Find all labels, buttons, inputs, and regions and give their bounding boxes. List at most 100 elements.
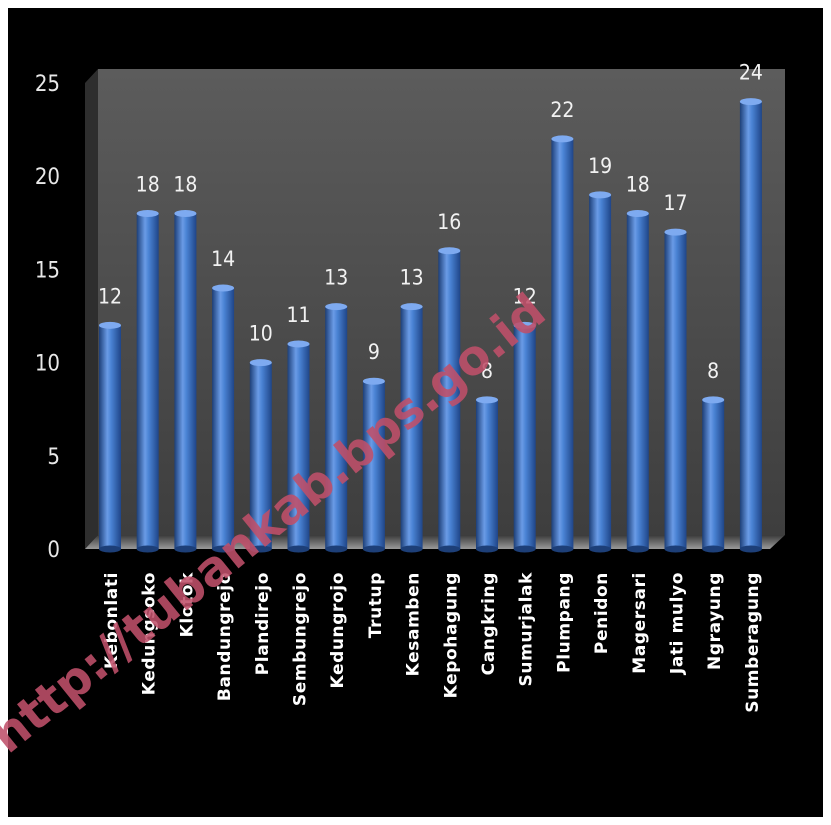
bar-body bbox=[212, 288, 235, 549]
x-tick-label: Plandirejo bbox=[253, 572, 273, 675]
x-tick-label: Plumpang bbox=[554, 572, 574, 673]
bars bbox=[99, 98, 762, 553]
bar-base bbox=[212, 545, 235, 553]
x-tick-label: Trutup bbox=[366, 572, 386, 638]
bar-body bbox=[438, 250, 461, 549]
bar-top bbox=[551, 135, 574, 143]
bar bbox=[174, 209, 197, 553]
data-label: 13 bbox=[324, 266, 348, 290]
bar bbox=[287, 340, 310, 553]
data-label: 12 bbox=[98, 284, 122, 308]
x-tick-label: Kesamben bbox=[404, 572, 424, 676]
x-tick-label: Cangkring bbox=[479, 572, 499, 675]
x-tick-label: Klotok bbox=[177, 572, 197, 637]
bar bbox=[589, 191, 612, 553]
plot-side-wall bbox=[85, 69, 98, 549]
x-tick-label: Sumurjalak bbox=[517, 572, 537, 687]
bar-body bbox=[513, 325, 536, 549]
bar-top bbox=[702, 396, 725, 404]
bar-top bbox=[664, 228, 687, 236]
x-axis: Kebonlati Kedungsoko Klotok Bandungrejo Plan… bbox=[102, 572, 763, 713]
bar-body bbox=[362, 381, 385, 549]
bar-body bbox=[249, 362, 272, 549]
data-label: 12 bbox=[513, 284, 537, 308]
bar-base bbox=[99, 545, 121, 553]
bar-base bbox=[551, 545, 574, 553]
bar bbox=[99, 321, 121, 553]
bar-top bbox=[626, 209, 649, 217]
bar-body bbox=[664, 232, 687, 549]
data-label: 11 bbox=[286, 303, 310, 327]
bar-top bbox=[400, 303, 423, 311]
x-tick-label: Ngrayung bbox=[705, 572, 725, 670]
y-tick-label: 5 bbox=[47, 445, 60, 470]
bar-body bbox=[589, 194, 612, 549]
x-tick-label: Sembungrejo bbox=[291, 572, 311, 706]
bar bbox=[664, 228, 687, 553]
y-tick-label: 0 bbox=[47, 538, 60, 563]
bar-top bbox=[325, 303, 348, 311]
bar bbox=[362, 377, 385, 553]
bar bbox=[325, 303, 348, 553]
data-label: 9 bbox=[368, 340, 380, 364]
x-tick-label: Penidon bbox=[592, 572, 612, 654]
data-label: 16 bbox=[437, 210, 461, 234]
bar bbox=[249, 359, 272, 553]
bar bbox=[400, 303, 423, 553]
bar-body bbox=[702, 399, 725, 549]
x-tick-label: Bandungrejo bbox=[215, 572, 235, 701]
bar-body bbox=[551, 138, 574, 550]
y-tick-label: 10 bbox=[35, 352, 60, 377]
bar bbox=[551, 135, 574, 553]
bar bbox=[438, 247, 461, 553]
bar bbox=[702, 396, 725, 553]
bar-base bbox=[362, 545, 385, 553]
data-label: 19 bbox=[588, 154, 612, 178]
bar-top bbox=[476, 396, 498, 404]
data-label: 18 bbox=[136, 172, 160, 196]
data-label: 8 bbox=[481, 359, 493, 383]
x-tick-label: Kedungsoko bbox=[140, 572, 160, 695]
bar-base bbox=[739, 545, 762, 553]
bar-body bbox=[99, 325, 121, 549]
bar-body bbox=[626, 213, 649, 550]
bar-body bbox=[287, 343, 310, 549]
bar-body bbox=[325, 306, 348, 549]
bar bbox=[476, 396, 498, 553]
bar-base bbox=[287, 545, 310, 553]
bar-base bbox=[626, 545, 649, 553]
bar-base bbox=[664, 545, 687, 553]
bar-top bbox=[438, 247, 461, 255]
y-axis: 0 5 10 15 20 25 bbox=[35, 72, 60, 563]
bar-base bbox=[174, 545, 197, 553]
x-tick-label: Kebonlati bbox=[102, 572, 122, 669]
bar-body bbox=[136, 213, 159, 550]
bar-base bbox=[589, 545, 612, 553]
bar-top bbox=[589, 191, 612, 199]
y-tick-label: 20 bbox=[35, 165, 60, 190]
bar bbox=[136, 209, 159, 553]
x-tick-label: Jati mulyo bbox=[668, 572, 688, 675]
data-label: 14 bbox=[211, 247, 235, 271]
data-label: 18 bbox=[626, 172, 650, 196]
data-label: 17 bbox=[663, 191, 687, 215]
bar bbox=[212, 284, 235, 553]
data-label: 22 bbox=[550, 98, 574, 122]
y-tick-label: 15 bbox=[35, 258, 60, 283]
bar-base bbox=[513, 545, 536, 553]
bar-body bbox=[174, 213, 197, 550]
x-tick-label: Kepohagung bbox=[441, 572, 461, 698]
x-tick-label: Magersari bbox=[630, 572, 650, 674]
bar bbox=[513, 321, 536, 553]
bar-top bbox=[287, 340, 310, 348]
bar-base bbox=[249, 545, 272, 553]
x-tick-label: Sumberagung bbox=[743, 572, 763, 713]
bar-body bbox=[400, 306, 423, 549]
bar-base bbox=[400, 545, 423, 553]
bar-body bbox=[476, 399, 498, 549]
bar-top bbox=[212, 284, 235, 292]
data-labels: 12 18 18 14 10 11 13 9 13 16 8 12 22 19 18 17 8 24 bbox=[98, 61, 763, 383]
data-label: 24 bbox=[739, 61, 763, 85]
